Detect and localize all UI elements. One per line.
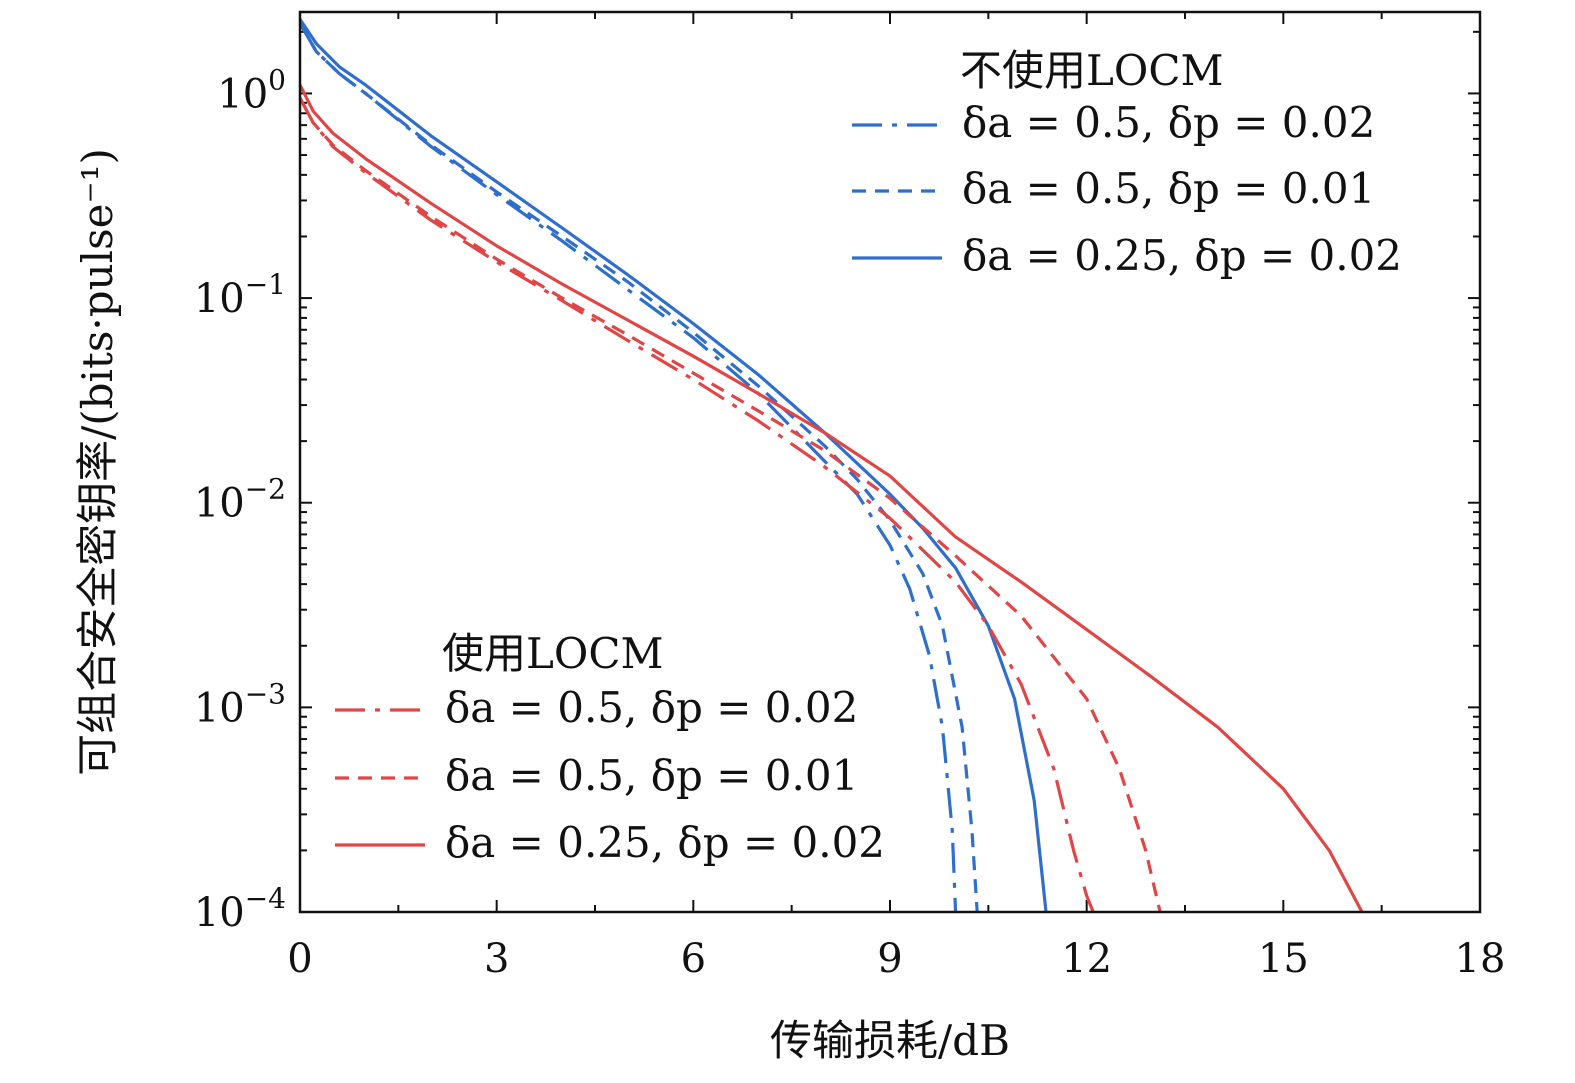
plot-frame <box>298 10 1482 914</box>
y-tick-label: 10−4 <box>194 882 286 936</box>
y-tick-label: 10−3 <box>194 677 286 731</box>
y-tick-label: 100 <box>217 63 286 117</box>
y-tick-label: 10−1 <box>194 268 286 322</box>
x-tick-label: 15 <box>1258 936 1309 982</box>
legend-title: 使用LOCM <box>442 629 663 678</box>
legend-label: δa = 0.5, δp = 0.02 <box>962 98 1375 147</box>
series-line-5 <box>298 84 1364 913</box>
series-line-3 <box>298 97 1095 913</box>
y-axis-title: 可组合安全密钥率/(bits·pulse⁻¹) <box>73 148 122 776</box>
x-tick-label: 12 <box>1061 936 1112 982</box>
legend-label: δa = 0.25, δp = 0.02 <box>445 818 885 867</box>
legend-title: 不使用LOCM <box>960 46 1223 95</box>
series-line-4 <box>298 97 1162 913</box>
x-tick-label: 9 <box>877 936 902 982</box>
tick-label-layer: 0 3 6 9 12 15 18 100 10−1 10−2 10−3 10−4 <box>194 63 1506 982</box>
x-axis-title: 传输损耗/dB <box>770 1016 1010 1065</box>
series-line-2 <box>298 18 1048 913</box>
series-layer <box>298 18 1364 913</box>
series-line-0 <box>298 22 958 913</box>
legend-label: δa = 0.25, δp = 0.02 <box>962 231 1402 280</box>
x-tick-label: 0 <box>287 936 312 982</box>
legend-label: δa = 0.5, δp = 0.02 <box>445 683 858 732</box>
y-tick-label: 10−2 <box>194 473 286 527</box>
legend-label: δa = 0.5, δp = 0.01 <box>445 751 858 800</box>
x-tick-label: 6 <box>681 936 706 982</box>
x-tick-label: 3 <box>484 936 509 982</box>
legend-label: δa = 0.5, δp = 0.01 <box>962 164 1375 213</box>
x-tick-label: 18 <box>1455 936 1506 982</box>
